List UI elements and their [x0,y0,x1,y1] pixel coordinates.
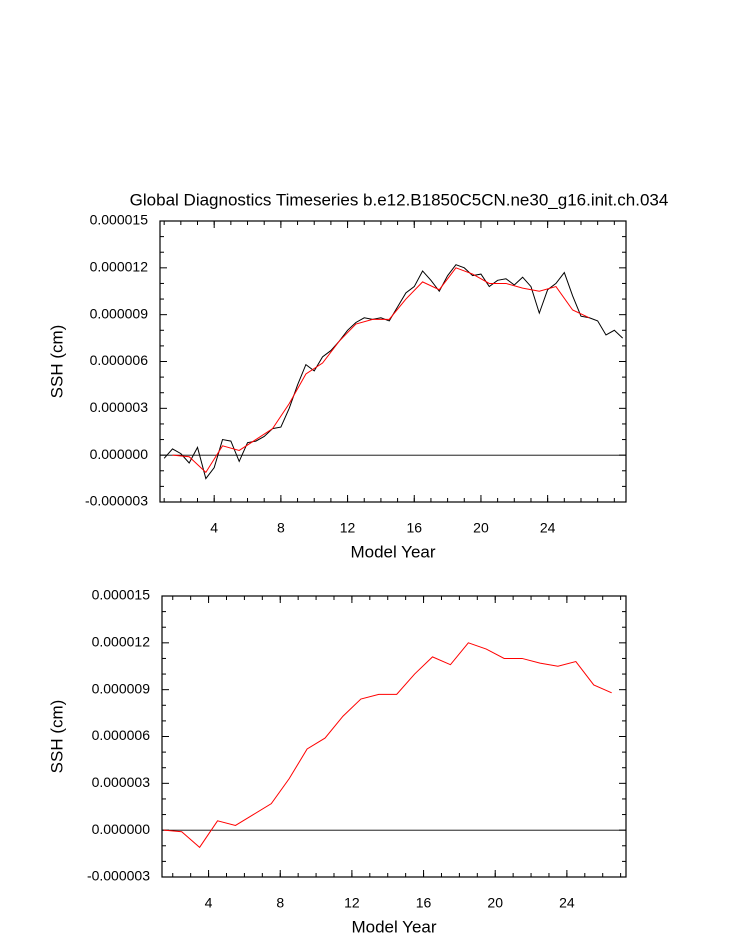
x-tick-label: 16 [406,520,422,536]
x-tick-label: 20 [487,895,503,911]
y-tick-label: 0.000009 [90,305,149,321]
x-tick-label: 8 [277,520,285,536]
x-tick-label: 12 [344,895,360,911]
x-tick-label: 4 [210,520,218,536]
x-axis-label: Model Year [350,542,435,561]
y-tick-label: 0.000015 [90,212,149,228]
series-line [172,267,590,474]
series-line [163,264,624,480]
plot-frame [159,220,627,503]
x-tick-label: 24 [559,895,575,911]
chart-title: Global Diagnostics Timeseries b.e12.B185… [130,190,669,209]
y-tick-label: 0.000006 [90,352,149,368]
x-tick-label: 4 [205,895,213,911]
y-tick-label: -0.000003 [87,868,150,884]
x-tick-label: 8 [276,895,284,911]
y-tick-label: -0.000003 [85,493,148,509]
y-tick-label: 0.000000 [92,821,151,837]
x-tick-label: 12 [340,520,356,536]
x-tick-label: 16 [416,895,432,911]
y-tick-label: 0.000012 [90,259,149,275]
y-tick-label: 0.000000 [90,446,149,462]
series-line [163,642,612,849]
y-tick-label: 0.000012 [92,634,151,650]
y-axis-label: SSH (cm) [47,700,66,774]
plot-frame [161,595,627,878]
y-tick-label: 0.000003 [92,774,151,790]
y-tick-label: 0.000003 [90,399,149,415]
x-axis-label: Model Year [351,917,436,936]
x-tick-label: 20 [473,520,489,536]
y-tick-label: 0.000015 [92,587,151,603]
y-tick-label: 0.000009 [92,680,151,696]
y-tick-label: 0.000006 [92,727,151,743]
y-axis-label: SSH (cm) [47,325,66,399]
x-tick-label: 24 [540,520,556,536]
